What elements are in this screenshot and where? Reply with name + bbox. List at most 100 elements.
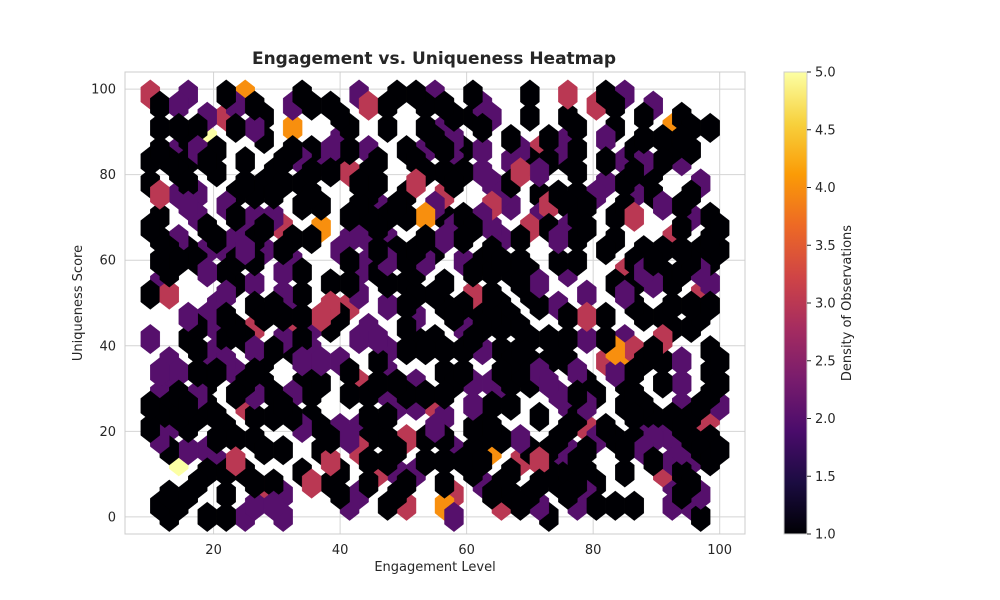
hex-cell bbox=[672, 479, 692, 510]
hex-cell bbox=[207, 424, 227, 455]
hex-cell bbox=[643, 446, 663, 477]
hex-cell bbox=[292, 79, 312, 110]
hex-cell bbox=[235, 168, 255, 199]
hex-cell bbox=[406, 79, 426, 110]
hex-cell bbox=[577, 212, 597, 243]
hex-cell bbox=[263, 335, 284, 366]
hex-cell bbox=[463, 390, 483, 421]
hex-cell bbox=[368, 346, 388, 377]
hex-cell bbox=[672, 123, 692, 155]
hex-cell bbox=[301, 223, 322, 255]
hex-cell bbox=[453, 223, 474, 255]
hex-cell bbox=[434, 135, 455, 166]
hex-cell bbox=[387, 368, 407, 399]
colorbar: 1.0 1.5 2.0 2.5 3.0 3.5 4.0 4.5 5.0 Density of O… bbox=[783, 66, 855, 543]
hex-cell bbox=[415, 446, 436, 477]
hex-cell bbox=[615, 435, 635, 466]
hex-cell bbox=[330, 479, 350, 510]
hex-cell bbox=[672, 412, 692, 444]
hex-cell bbox=[453, 357, 474, 388]
hex-cell bbox=[453, 446, 474, 477]
x-tick-label: 60 bbox=[458, 543, 475, 558]
x-axis-label: Engagement Level bbox=[374, 560, 495, 575]
y-tick-label: 100 bbox=[91, 83, 116, 98]
hex-cell bbox=[244, 90, 265, 121]
hex-cell bbox=[567, 157, 588, 188]
hex-cell bbox=[387, 435, 407, 466]
hex-cell bbox=[244, 357, 265, 388]
hex-cell bbox=[482, 279, 502, 310]
hex-cell bbox=[368, 146, 388, 177]
hex-cell bbox=[140, 323, 161, 355]
hex-cell bbox=[150, 179, 170, 210]
hex-cell bbox=[710, 435, 730, 466]
hex-cell bbox=[672, 346, 692, 377]
colorbar-ticks: 1.0 1.5 2.0 2.5 3.0 3.5 4.0 4.5 5.0 bbox=[807, 66, 836, 543]
hex-cell bbox=[368, 323, 388, 355]
hex-cell bbox=[263, 179, 284, 210]
hex-cell bbox=[169, 112, 189, 143]
hex-cell bbox=[377, 268, 398, 299]
hex-cell bbox=[226, 379, 246, 410]
hex-cell bbox=[596, 323, 616, 355]
hex-cell bbox=[596, 412, 616, 444]
hex-cell bbox=[510, 490, 531, 521]
hex-cell bbox=[226, 201, 246, 232]
hex-cell bbox=[624, 357, 644, 388]
hex-cell bbox=[510, 312, 531, 344]
hex-cell bbox=[188, 468, 208, 499]
hex-cell bbox=[463, 412, 483, 444]
hex-cell bbox=[558, 479, 578, 510]
hex-cell bbox=[244, 468, 265, 499]
hex-cell bbox=[567, 246, 588, 277]
hex-cell bbox=[434, 268, 455, 299]
hex-cell bbox=[463, 79, 483, 110]
hex-cell bbox=[301, 179, 322, 210]
hex-cell bbox=[529, 401, 550, 432]
hex-cell bbox=[140, 390, 161, 421]
hex-cell bbox=[349, 168, 369, 199]
hex-cell bbox=[643, 335, 663, 366]
hex-cell bbox=[387, 190, 407, 221]
hex-cell bbox=[377, 112, 398, 143]
hex-cell bbox=[482, 479, 502, 510]
hex-cell bbox=[596, 146, 616, 177]
plot-frame bbox=[124, 71, 746, 535]
hex-cell bbox=[368, 235, 388, 266]
hex-cell bbox=[710, 368, 730, 399]
hex-cell bbox=[339, 246, 360, 277]
hex-cell bbox=[235, 235, 255, 266]
hex-cell bbox=[615, 279, 635, 310]
hex-cell bbox=[700, 112, 720, 143]
colorbar-label: Density of Observations bbox=[840, 225, 855, 381]
hex-cell bbox=[396, 312, 417, 344]
y-tick-label: 80 bbox=[99, 168, 116, 183]
hex-cell bbox=[434, 90, 455, 121]
hex-cell bbox=[662, 290, 682, 321]
hex-cell bbox=[624, 201, 644, 232]
hex-cell bbox=[605, 490, 625, 521]
hex-cell bbox=[415, 112, 436, 143]
hex-cell bbox=[605, 90, 625, 121]
hex-cell bbox=[254, 212, 274, 243]
hex-cell bbox=[169, 246, 189, 277]
hex-cell bbox=[311, 346, 331, 377]
hex-cell bbox=[377, 490, 398, 521]
hex-cell bbox=[434, 468, 455, 499]
hex-cell bbox=[320, 446, 341, 477]
hex-cell bbox=[444, 301, 464, 332]
hex-cell bbox=[548, 424, 569, 455]
hex-cell bbox=[710, 212, 730, 243]
y-tick-label: 0 bbox=[108, 510, 116, 525]
hex-cell bbox=[339, 357, 360, 388]
chart-title: Engagement vs. Uniqueness Heatmap bbox=[252, 49, 616, 69]
hex-cell bbox=[178, 301, 198, 332]
hex-cell bbox=[226, 446, 246, 477]
y-axis-label: Uniqueness Score bbox=[71, 245, 86, 361]
hex-cell bbox=[425, 412, 445, 444]
hex-cell bbox=[710, 346, 730, 377]
colorbar-tick-label: 3.0 bbox=[815, 297, 836, 312]
hex-cell bbox=[567, 446, 588, 477]
hex-cell bbox=[634, 123, 654, 155]
